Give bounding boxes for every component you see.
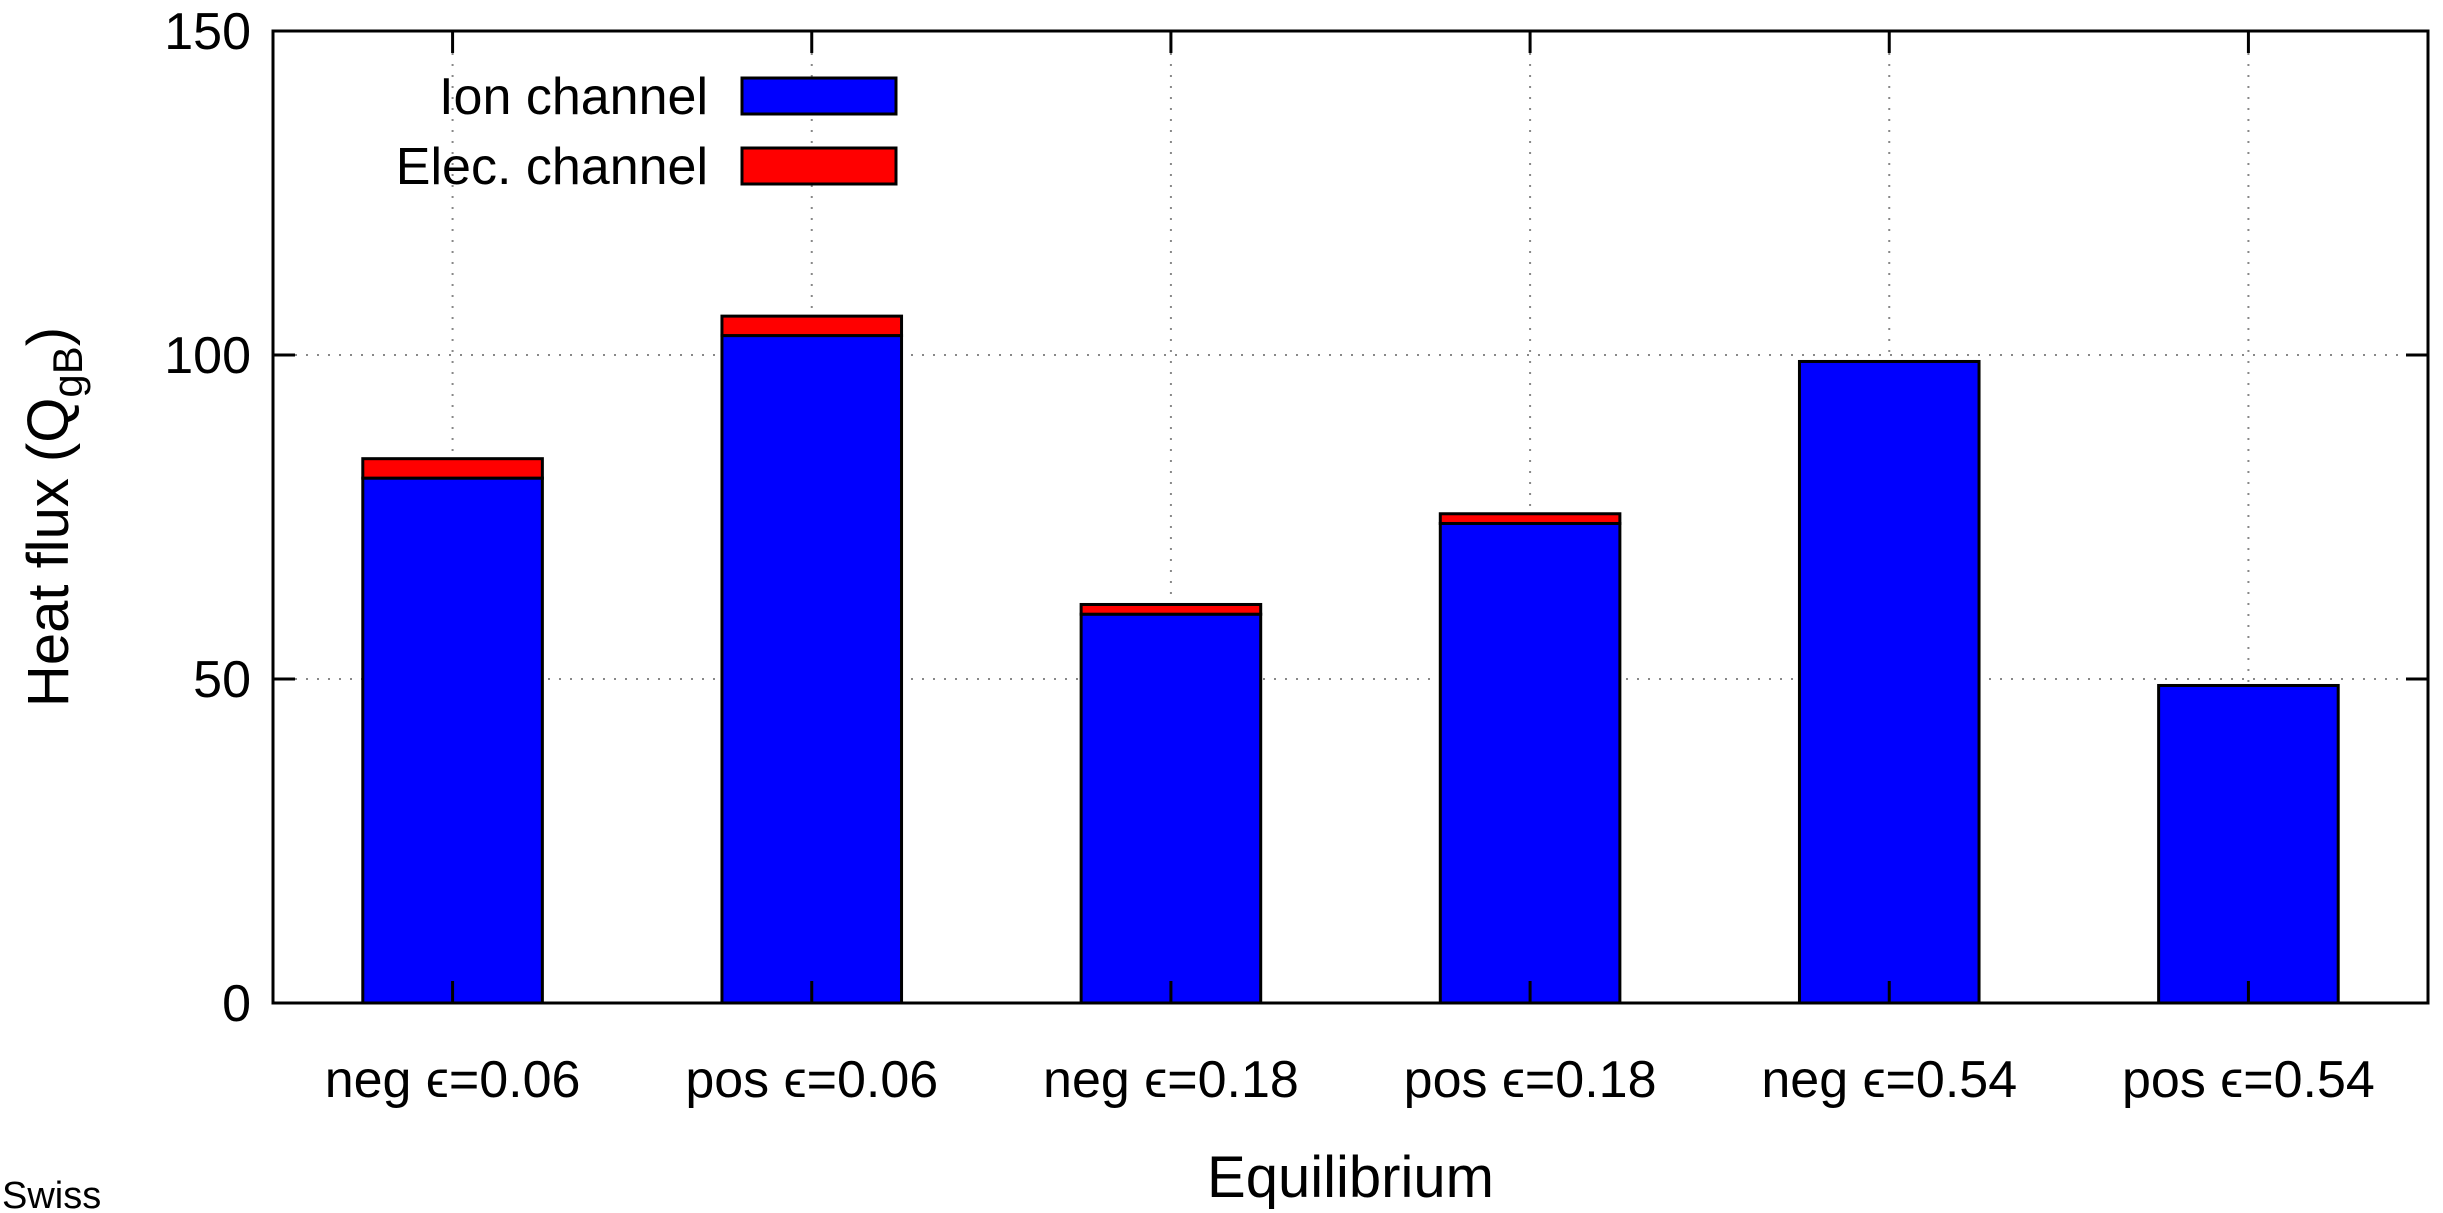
legend-label: Elec. channel bbox=[396, 138, 708, 196]
x-category-label: pos ϵ=0.54 bbox=[2122, 1051, 2375, 1109]
y-axis-title-main: Heat flux (Q bbox=[16, 398, 81, 707]
bar-elec-0 bbox=[361, 457, 544, 480]
x-category-label: neg ϵ=0.18 bbox=[1043, 1051, 1299, 1109]
y-axis-title: Heat flux (QgB) bbox=[16, 327, 91, 707]
x-axis-category-labels: neg ϵ=0.06 pos ϵ=0.06 neg ϵ=0.18 pos ϵ=0.18… bbox=[325, 31, 2375, 1109]
x-category-label: pos ϵ=0.06 bbox=[685, 1051, 938, 1109]
bar-ion-3 bbox=[1438, 521, 1622, 1005]
plot-frame bbox=[271, 29, 2430, 1005]
y-tick-label: 50 bbox=[193, 651, 251, 709]
bar-elec-2 bbox=[1079, 602, 1263, 616]
bar-ion-1 bbox=[720, 334, 904, 1005]
y-axis-ticks: 0 50 100 150 bbox=[164, 3, 2428, 1033]
x-category-label: pos ϵ=0.18 bbox=[1404, 1051, 1657, 1109]
bar-ion-4 bbox=[1797, 359, 1981, 1005]
legend-label: Ion channel bbox=[439, 68, 708, 126]
x-axis-title: Equilibrium bbox=[1207, 1145, 1494, 1210]
corner-text: Swiss bbox=[2, 1175, 101, 1213]
legend: Ion channel Elec. channel bbox=[396, 68, 898, 196]
x-category-label: neg ϵ=0.54 bbox=[1761, 1051, 2017, 1109]
bars bbox=[361, 314, 2340, 1005]
legend-swatch bbox=[740, 76, 898, 116]
bar-ion-0 bbox=[361, 476, 544, 1005]
y-tick-label: 100 bbox=[164, 327, 251, 385]
bar-ion-5 bbox=[2157, 683, 2340, 1005]
y-axis-title-subscript: gB bbox=[44, 346, 91, 397]
legend-swatch bbox=[740, 146, 898, 186]
bar-elec-1 bbox=[720, 314, 904, 338]
y-tick-label: 150 bbox=[164, 3, 251, 61]
y-axis-title-suffix: ) bbox=[16, 327, 81, 346]
bar-elec-3 bbox=[1438, 512, 1622, 525]
bar-ion-2 bbox=[1079, 612, 1263, 1005]
x-category-label: neg ϵ=0.06 bbox=[325, 1051, 581, 1109]
y-tick-label: 0 bbox=[222, 975, 251, 1033]
